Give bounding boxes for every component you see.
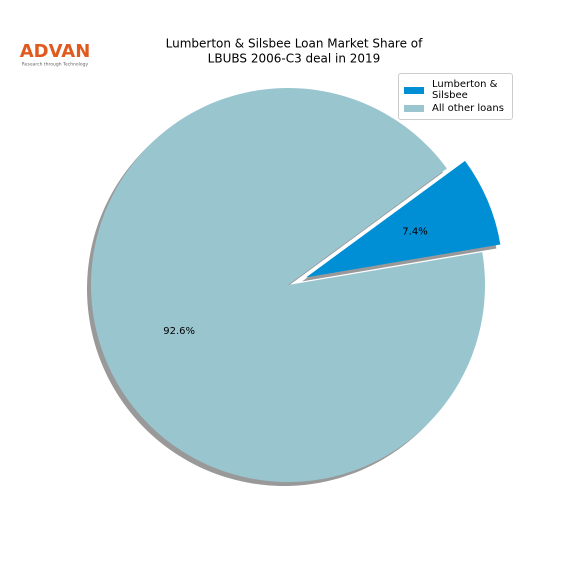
legend-entry: All other loans <box>404 103 507 114</box>
legend-swatch <box>404 105 424 112</box>
chart-title: Lumberton & Silsbee Loan Market Share of <box>166 37 424 51</box>
legend: Lumberton & Silsbee All other loans <box>398 73 513 120</box>
value-label: 92.6% <box>163 326 195 337</box>
legend-label: All other loans <box>432 103 504 114</box>
legend-swatch <box>404 86 424 94</box>
slice <box>306 160 501 278</box>
slice <box>90 87 485 482</box>
slices <box>90 87 501 482</box>
value-label: 7.4% <box>402 226 427 237</box>
logo-tagline: Research through Technology <box>22 62 89 68</box>
logo-name: ADVAN <box>20 41 91 62</box>
legend-label: Lumberton & Silsbee <box>432 79 498 101</box>
legend-entry: Lumberton & Silsbee <box>404 79 507 101</box>
chart-title: LBUBS 2006-C3 deal in 2019 <box>208 52 381 66</box>
